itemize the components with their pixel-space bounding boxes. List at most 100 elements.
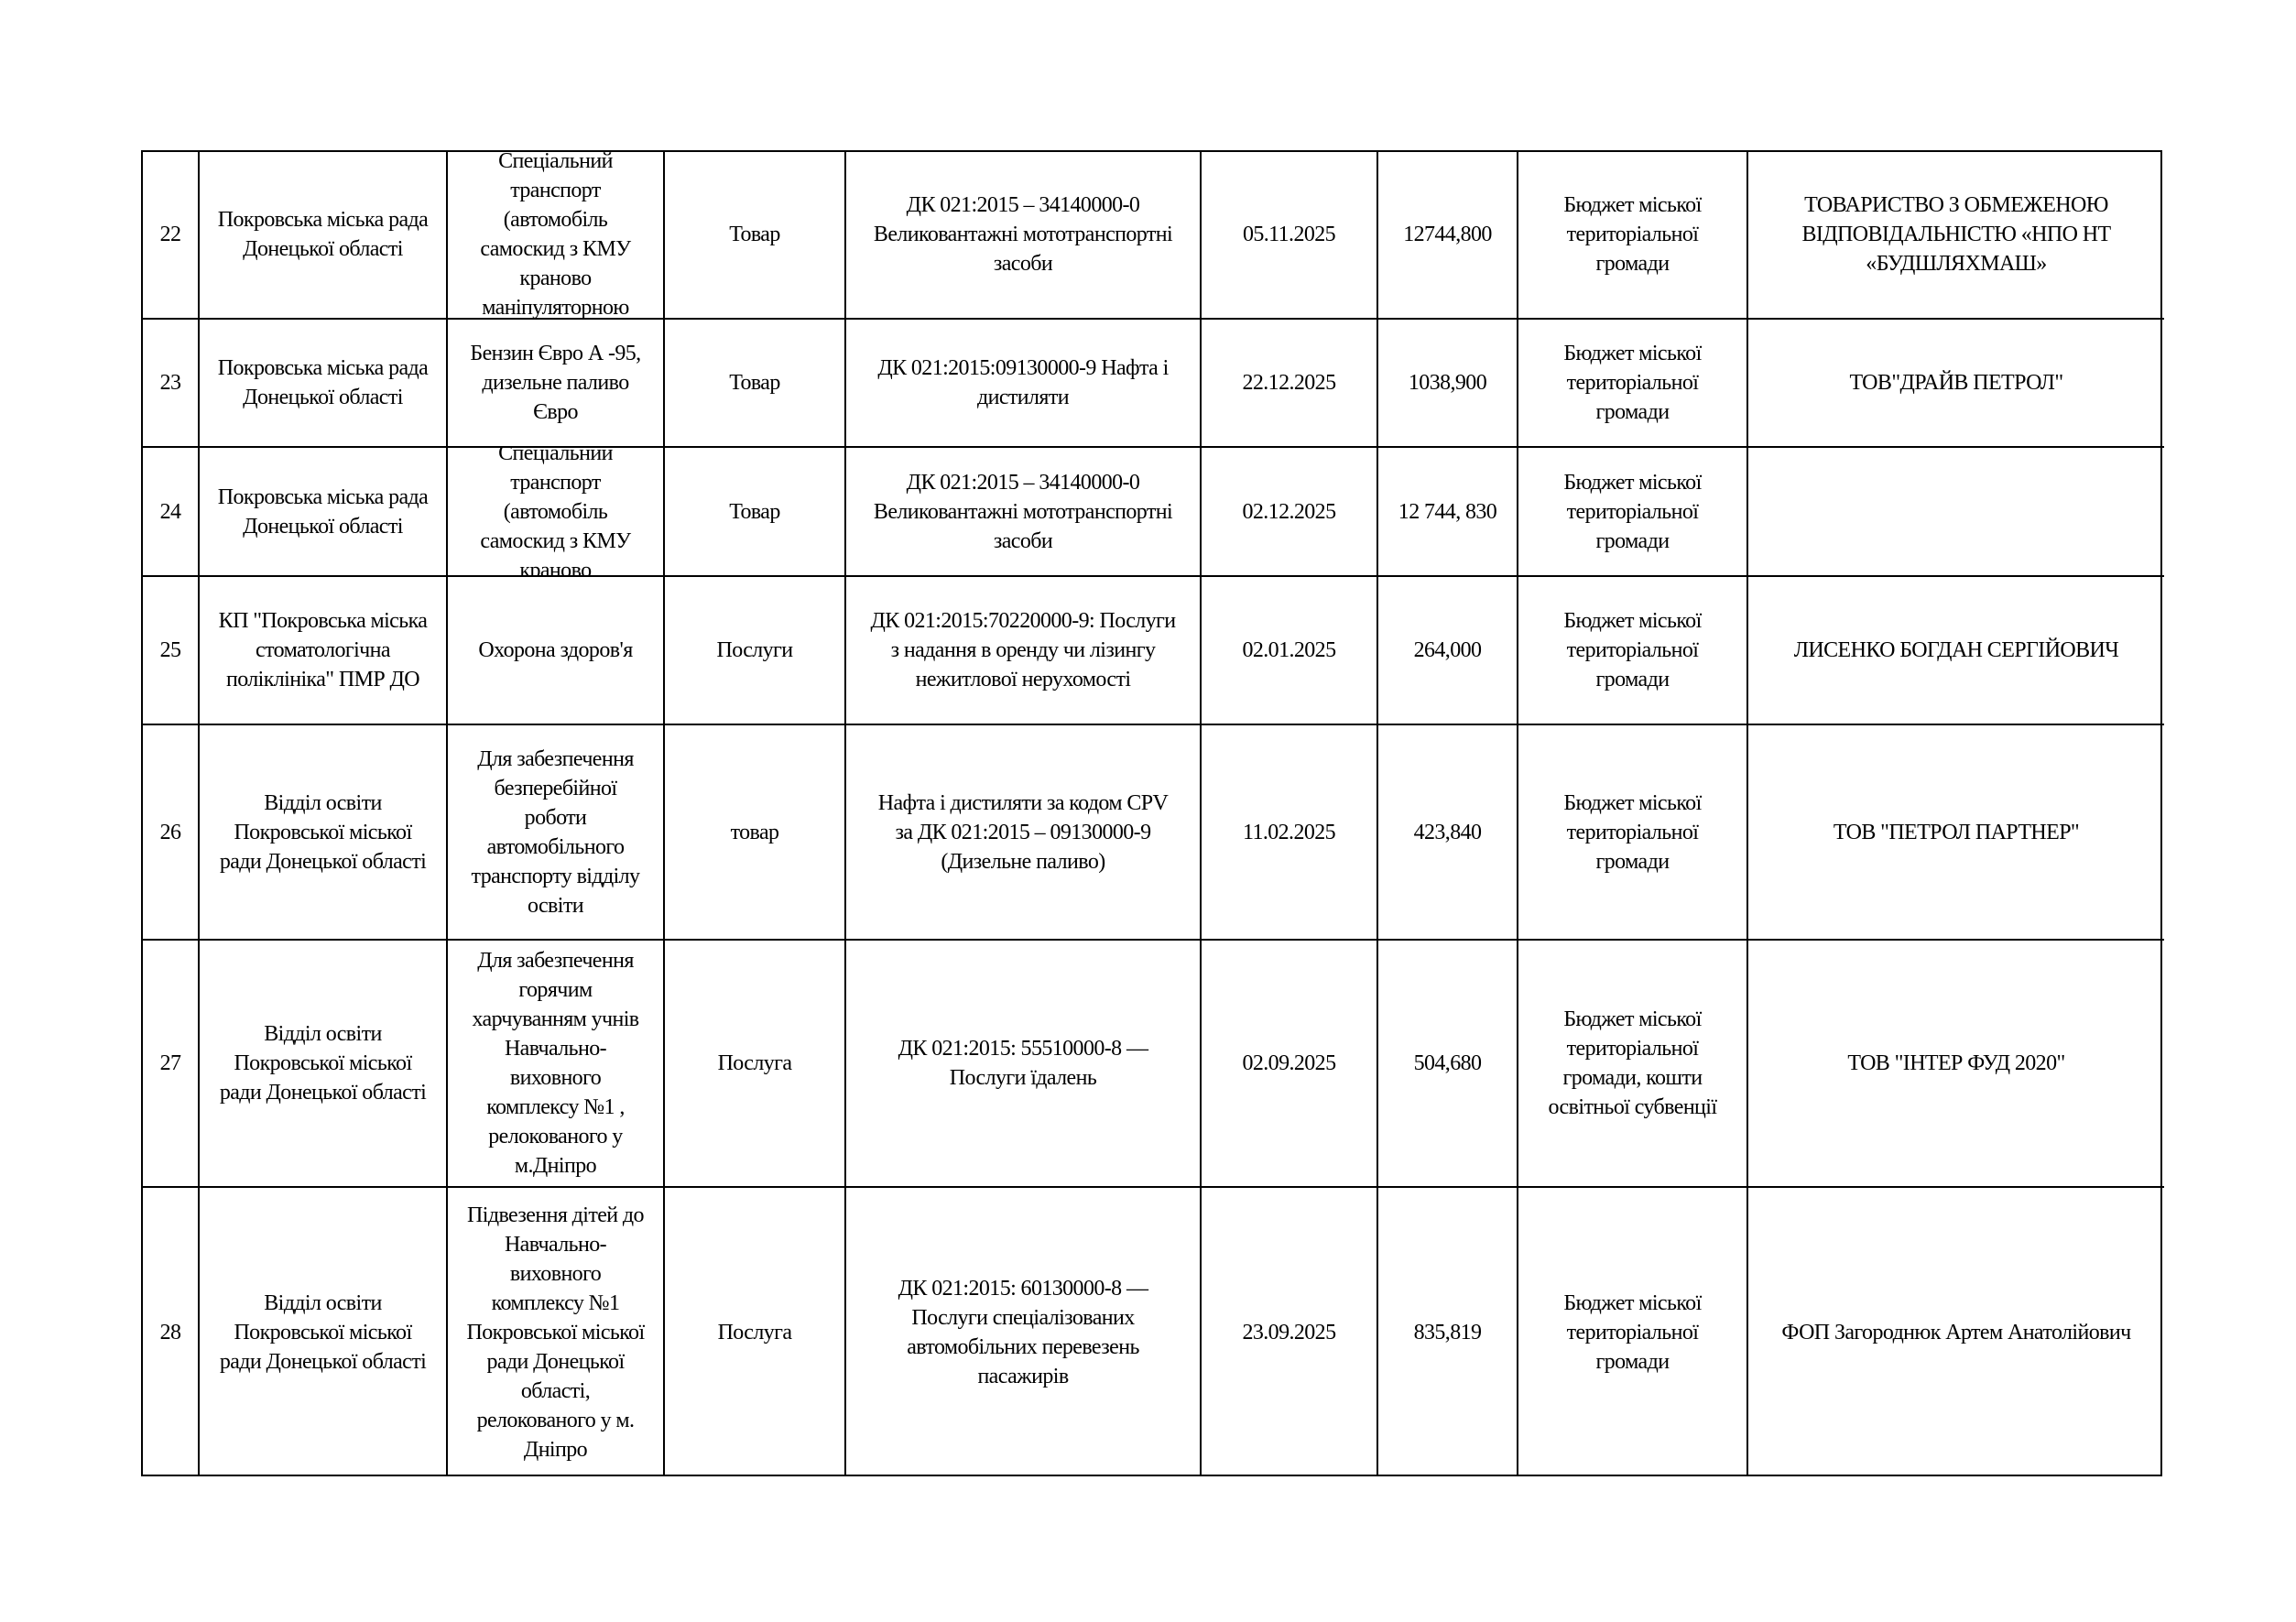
- cell-text: ФОП Загороднюк Артем Анатолійович: [1781, 1320, 2131, 1344]
- cell-text: 12 744, 830: [1398, 499, 1497, 524]
- cell-text: 24: [159, 499, 181, 524]
- cell-date: 02.01.2025: [1202, 577, 1378, 724]
- cell-text: ТОВ"ДРАЙВ ПЕТРОЛ": [1849, 371, 2063, 395]
- cell-source: Бюджет міської територіальної громади: [1518, 448, 1748, 575]
- cell-text: 05.11.2025: [1242, 222, 1336, 246]
- cell-text: 02.12.2025: [1242, 499, 1336, 524]
- cell-text: ДК 021:2015 – 34140000-0 Великовантажні …: [873, 470, 1173, 553]
- cell-supplier: [1748, 448, 2164, 575]
- cell-source: Бюджет міської територіальної громади: [1518, 1188, 1748, 1476]
- cell-text: Покровська міська рада Донецької області: [217, 356, 429, 409]
- procurement-table: 22 Покровська міська рада Донецької облас…: [141, 150, 2164, 1476]
- cell-customer: КП "Покровська міська стоматологічна пол…: [200, 577, 448, 724]
- cell-type: Товар: [665, 150, 846, 318]
- cell-text: Покровська міська рада Донецької області: [217, 484, 429, 539]
- cell-text: Відділ освіти Покровської міської ради Д…: [219, 1290, 427, 1374]
- cell-amount: 504,680: [1378, 941, 1518, 1186]
- table-row: 28 Відділ освіти Покровської міської ради…: [143, 1188, 2164, 1476]
- cell-subject: Підвезення дітей до Навчально- виховного…: [448, 1188, 665, 1476]
- cell-text: Послуга: [717, 1320, 792, 1344]
- table-row: 25 КП "Покровська міська стоматологічна п…: [143, 577, 2164, 725]
- cell-text: ДК 021:2015:70220000-9: Послуги з наданн…: [870, 609, 1176, 691]
- table-row: 22 Покровська міська рада Донецької облас…: [143, 150, 2164, 320]
- cell-supplier: ФОП Загороднюк Артем Анатолійович: [1748, 1188, 2164, 1476]
- cell-supplier: ТОВАРИСТВО З ОБМЕЖЕНОЮ ВІДПОВІДАЛЬНІСТЮ …: [1748, 150, 2164, 318]
- cell-supplier: ТОВ "ПЕТРОЛ ПАРТНЕР": [1748, 725, 2164, 939]
- cell-text: 23: [159, 371, 181, 395]
- cell-text: 11.02.2025: [1242, 820, 1336, 844]
- cell-date: 02.09.2025: [1202, 941, 1378, 1186]
- cell-code: Нафта і дистиляти за кодом CPV за ДК 021…: [846, 725, 1202, 939]
- table-row: 26 Відділ освіти Покровської міської ради…: [143, 725, 2164, 941]
- cell-code: ДК 021:2015 – 34140000-0 Великовантажні …: [846, 150, 1202, 318]
- cell-no: 26: [143, 725, 200, 939]
- cell-text: товар: [730, 820, 779, 844]
- cell-customer: Покровська міська рада Донецької області: [200, 320, 448, 446]
- cell-type: Послуги: [665, 577, 846, 724]
- cell-type: Послуга: [665, 1188, 846, 1476]
- cell-text: ДК 021:2015: 60130000-8 — Послуги спеціа…: [898, 1276, 1148, 1388]
- cell-type: Товар: [665, 448, 846, 575]
- cell-text: ДК 021:2015: 55510000-8 — Послуги їдален…: [898, 1037, 1148, 1090]
- cell-amount: 1038,900: [1378, 320, 1518, 446]
- cell-text: Товар: [729, 499, 780, 524]
- cell-no: 23: [143, 320, 200, 446]
- cell-amount: 264,000: [1378, 577, 1518, 724]
- cell-no: 25: [143, 577, 200, 724]
- cell-subject: Спеціальний транспорт (автомобіль самоск…: [448, 448, 665, 575]
- cell-source: Бюджет міської територіальної громади: [1518, 320, 1748, 446]
- cell-text: Спеціальний транспорт (автомобіль самоск…: [480, 150, 631, 318]
- cell-text: Товар: [729, 222, 780, 246]
- table-row: 24 Покровська міська рада Донецької облас…: [143, 448, 2164, 577]
- cell-date: 05.11.2025: [1202, 150, 1378, 318]
- cell-text: 26: [159, 820, 181, 844]
- cell-customer: Відділ освіти Покровської міської ради Д…: [200, 725, 448, 939]
- table-row: 23 Покровська міська рада Донецької облас…: [143, 320, 2164, 448]
- cell-no: 22: [143, 150, 200, 318]
- cell-subject: Охорона здоров'я: [448, 577, 665, 724]
- cell-no: 27: [143, 941, 200, 1186]
- cell-supplier: ТОВ "ІНТЕР ФУД 2020": [1748, 941, 2164, 1186]
- cell-supplier: ТОВ"ДРАЙВ ПЕТРОЛ": [1748, 320, 2164, 446]
- cell-date: 22.12.2025: [1202, 320, 1378, 446]
- cell-text: 504,680: [1413, 1051, 1482, 1075]
- cell-subject: Бензин Євро А -95, дизельне паливо Євро: [448, 320, 665, 446]
- cell-text: Бюджет міської територіальної громади: [1563, 342, 1702, 424]
- cell-date: 11.02.2025: [1202, 725, 1378, 939]
- cell-no: 28: [143, 1188, 200, 1476]
- cell-text: 423,840: [1413, 820, 1482, 844]
- cell-text: Для забезпечення горячим харчуванням учн…: [472, 949, 639, 1178]
- cell-subject: Для забезпечення горячим харчуванням учн…: [448, 941, 665, 1186]
- cell-type: товар: [665, 725, 846, 939]
- cell-text: Покровська міська рада Донецької області: [217, 207, 429, 261]
- cell-text: Нафта і дистиляти за кодом CPV за ДК 021…: [877, 790, 1169, 874]
- cell-source: Бюджет міської територіальної громади, к…: [1518, 941, 1748, 1186]
- cell-text: Бюджет міської територіальної громади: [1563, 192, 1702, 276]
- cell-text: 22: [159, 222, 181, 246]
- cell-text: Бюджет міської територіальної громади: [1563, 470, 1702, 553]
- cell-text: Бюджет міської територіальної громади: [1563, 609, 1702, 691]
- cell-text: ТОВ "ПЕТРОЛ ПАРТНЕР": [1833, 820, 2080, 844]
- cell-code: ДК 021:2015: 55510000-8 — Послуги їдален…: [846, 941, 1202, 1186]
- cell-text: 835,819: [1413, 1320, 1482, 1344]
- cell-subject: Спеціальний транспорт (автомобіль самоск…: [448, 150, 665, 318]
- cell-text: ТОВ "ІНТЕР ФУД 2020": [1847, 1051, 2065, 1075]
- cell-amount: 423,840: [1378, 725, 1518, 939]
- cell-text: ТОВАРИСТВО З ОБМЕЖЕНОЮ ВІДПОВІДАЛЬНІСТЮ …: [1801, 192, 2111, 276]
- cell-text: Для забезпечення безперебійної роботи ав…: [471, 746, 641, 918]
- cell-text: Бюджет міської територіальної громади: [1563, 1290, 1702, 1374]
- cell-text: 02.09.2025: [1242, 1051, 1336, 1075]
- cell-customer: Відділ освіти Покровської міської ради Д…: [200, 941, 448, 1186]
- cell-text: 02.01.2025: [1242, 638, 1336, 662]
- cell-text: 25: [159, 638, 181, 662]
- cell-type: Товар: [665, 320, 846, 446]
- cell-text: ДК 021:2015:09130000-9 Нафта і дистиляти: [877, 356, 1169, 409]
- cell-text: КП "Покровська міська стоматологічна пол…: [218, 609, 428, 691]
- cell-text: Бюджет міської територіальної громади: [1563, 790, 1702, 874]
- cell-text: Охорона здоров'я: [478, 638, 633, 662]
- cell-text: 22.12.2025: [1242, 371, 1336, 395]
- cell-supplier: ЛИСЕНКО БОГДАН СЕРГІЙОВИЧ: [1748, 577, 2164, 724]
- cell-text: Відділ освіти Покровської міської ради Д…: [219, 790, 427, 874]
- cell-amount: 12744,800: [1378, 150, 1518, 318]
- cell-text: ЛИСЕНКО БОГДАН СЕРГІЙОВИЧ: [1793, 638, 2119, 662]
